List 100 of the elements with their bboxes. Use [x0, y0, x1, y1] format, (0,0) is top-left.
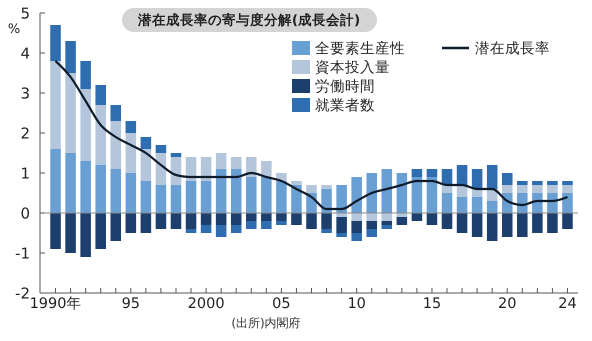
- bar: [472, 169, 482, 189]
- bar: [261, 221, 272, 229]
- bar: [156, 153, 166, 185]
- bar: [246, 177, 257, 213]
- bar: [321, 229, 332, 233]
- bar: [261, 213, 272, 221]
- bar: [140, 137, 152, 149]
- bar: [412, 177, 422, 213]
- bar: [382, 169, 392, 213]
- x-tick-label: 05: [272, 296, 291, 312]
- bar: [396, 217, 408, 225]
- y-tick-label: 5: [20, 4, 30, 22]
- bar: [456, 213, 468, 233]
- bar: [382, 225, 392, 229]
- bar: [140, 213, 152, 233]
- bar: [562, 193, 573, 213]
- bar: [126, 121, 136, 133]
- bar: [200, 181, 212, 213]
- x-tick-label: 15: [422, 296, 442, 312]
- bar: [246, 221, 257, 229]
- bar: [200, 225, 212, 233]
- bar: [456, 165, 468, 185]
- bar: [230, 169, 242, 213]
- bar: [547, 181, 558, 185]
- bar: [156, 185, 166, 213]
- bar: [216, 153, 226, 169]
- bar: [261, 177, 272, 213]
- bar: [50, 213, 61, 249]
- bar: [517, 185, 528, 193]
- bar: [351, 177, 362, 213]
- bar: [351, 221, 362, 233]
- bar: [291, 181, 302, 185]
- bar: [532, 181, 543, 185]
- chart-title: 潜在成長率の寄与度分解(成長会計): [136, 12, 360, 29]
- bar: [321, 213, 332, 229]
- bar: [65, 73, 76, 153]
- bar: [502, 213, 513, 237]
- bar: [156, 213, 166, 229]
- bar: [502, 173, 513, 185]
- bar: [336, 217, 347, 233]
- bar: [562, 181, 573, 185]
- y-tick-label: 3: [20, 84, 30, 102]
- bar: [216, 225, 226, 237]
- bar: [216, 169, 226, 213]
- x-tick-label: 10: [347, 296, 366, 312]
- bar: [65, 213, 76, 253]
- x-tick-label: 95: [122, 296, 140, 312]
- x-tick-label: 2000: [188, 296, 225, 312]
- bar: [261, 161, 272, 177]
- bar: [170, 157, 182, 185]
- bar: [95, 85, 106, 105]
- text: (出所)内閣府: [231, 316, 301, 330]
- y-tick-label: 1: [20, 164, 30, 182]
- bar: [442, 169, 452, 185]
- bar: [366, 229, 377, 237]
- bar: [486, 213, 498, 241]
- bar: [351, 233, 362, 241]
- bar: [110, 213, 122, 241]
- bar: [442, 213, 452, 229]
- bar: [366, 173, 377, 213]
- bar: [65, 153, 76, 213]
- legend-label: 就業者数: [315, 97, 375, 114]
- bar: [230, 157, 242, 169]
- bar: [95, 213, 106, 249]
- bar: [517, 181, 528, 185]
- x-tick-label: 20: [498, 296, 516, 312]
- bar: [95, 165, 106, 213]
- bar: [80, 61, 91, 89]
- bar: [156, 145, 166, 153]
- y-axis-title: %: [8, 22, 20, 37]
- bar: [366, 213, 377, 221]
- bar: [200, 157, 212, 181]
- bar: [276, 181, 287, 213]
- bar: [517, 213, 528, 237]
- bar: [351, 213, 362, 221]
- bar: [80, 161, 91, 213]
- bar: [442, 193, 452, 213]
- bar: [216, 213, 226, 225]
- bar: [382, 213, 392, 221]
- bar: [291, 213, 302, 225]
- bar: [50, 25, 61, 61]
- bar: [276, 221, 287, 225]
- bar: [396, 173, 408, 213]
- bar: [547, 213, 558, 233]
- x-tick-label: 24: [558, 296, 577, 312]
- bar: [200, 213, 212, 225]
- y-tick-label: -2: [15, 284, 30, 302]
- bar: [110, 105, 122, 121]
- legend-label: 潜在成長率: [475, 40, 550, 58]
- bar: [306, 185, 317, 193]
- bar: [382, 221, 392, 225]
- bar: [126, 173, 136, 213]
- bar: [412, 213, 422, 221]
- bar: [472, 213, 482, 237]
- bar: [532, 185, 543, 193]
- bar: [186, 213, 196, 229]
- bar: [140, 149, 152, 181]
- y-tick-label: -1: [15, 244, 30, 262]
- bar: [170, 153, 182, 157]
- bar: [126, 133, 136, 173]
